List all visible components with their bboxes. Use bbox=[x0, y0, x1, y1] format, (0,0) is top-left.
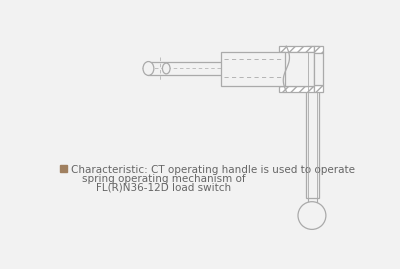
Bar bbox=[60, 165, 67, 172]
Bar bbox=[279, 52, 314, 86]
Bar bbox=[220, 52, 285, 86]
Ellipse shape bbox=[162, 63, 170, 74]
Bar bbox=[314, 85, 323, 91]
Bar bbox=[306, 46, 319, 198]
Ellipse shape bbox=[143, 62, 154, 75]
Text: spring operating mechanism of: spring operating mechanism of bbox=[82, 174, 246, 184]
Circle shape bbox=[298, 202, 326, 229]
Bar bbox=[314, 53, 323, 85]
Bar bbox=[279, 86, 314, 91]
Bar bbox=[279, 46, 314, 52]
Bar bbox=[314, 46, 323, 53]
Text: Characteristic: CT operating handle is used to operate: Characteristic: CT operating handle is u… bbox=[71, 165, 355, 175]
Text: FL(R)N36-12D load switch: FL(R)N36-12D load switch bbox=[96, 182, 232, 192]
